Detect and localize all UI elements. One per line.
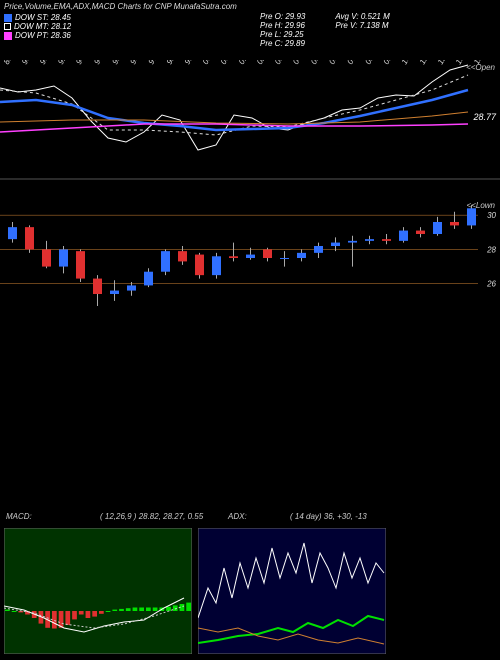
swatch-pt <box>4 32 12 40</box>
svg-text:96: 96 <box>128 60 141 66</box>
svg-text:90: 90 <box>38 60 51 66</box>
stat-h: Pre H: 29.96 <box>260 21 305 30</box>
stat-prev: Pre V: 7.138 M <box>335 21 389 30</box>
svg-text:91: 91 <box>56 60 68 66</box>
ema-chart: 89 90 90 91 94 94 95 96 97 98 99 00 00 01 02 03 04 05 06 07… <box>0 60 500 180</box>
svg-text:00: 00 <box>201 60 214 66</box>
adx-title: ADX: <box>228 512 247 521</box>
svg-text:94: 94 <box>74 60 87 66</box>
legend-mt-label: DOW MT: 28.12 <box>14 22 71 31</box>
chart-title: Price,Volume,EMA,ADX,MACD Charts for CNP… <box>4 2 496 11</box>
svg-text:06: 06 <box>327 60 340 66</box>
svg-text:99: 99 <box>183 60 196 66</box>
macd-params: ( 12,26,9 ) 28.82, 28.27, 0.55 <box>100 512 203 521</box>
svg-text:09: 09 <box>382 60 395 66</box>
adx-chart <box>198 528 386 654</box>
stat-o: Pre O: 29.93 <box>260 12 305 21</box>
svg-text:90: 90 <box>20 60 33 66</box>
svg-text:01: 01 <box>237 60 249 66</box>
stats-col1: Pre O: 29.93 Pre H: 29.96 Pre L: 29.25 P… <box>260 12 305 48</box>
svg-text:26: 26 <box>486 280 496 289</box>
svg-text:30: 30 <box>487 211 496 220</box>
svg-text:28: 28 <box>486 245 496 254</box>
stats-col2: Avg V: 0.521 M Pre V: 7.138 M <box>335 12 389 48</box>
chart-header: Price,Volume,EMA,ADX,MACD Charts for CNP… <box>0 0 500 13</box>
legend-mt: DOW MT: 28.12 <box>4 22 104 31</box>
svg-text:11: 11 <box>418 60 430 66</box>
svg-text:28.77: 28.77 <box>472 112 497 122</box>
candle-chart: 26283032<<Lown <box>0 198 500 338</box>
adx-params: ( 14 day) 36, +30, -13 <box>290 512 367 521</box>
svg-text:02: 02 <box>255 60 268 66</box>
legend-st-label: DOW ST: 28.45 <box>15 13 71 22</box>
legend-st: DOW ST: 28.45 <box>4 13 104 22</box>
macd-chart <box>4 528 192 654</box>
svg-text:10: 10 <box>400 60 413 66</box>
legend-row2: DOW MT: 28.12 <box>0 22 500 31</box>
svg-text:12: 12 <box>436 60 449 66</box>
svg-text:00: 00 <box>219 60 232 66</box>
stat-l: Pre L: 29.25 <box>260 30 305 39</box>
legend-pt-label: DOW PT: 28.36 <box>15 31 71 40</box>
stat-c: Pre C: 29.89 <box>260 39 305 48</box>
svg-text:94: 94 <box>92 60 105 66</box>
ohlc-stats: Pre O: 29.93 Pre H: 29.96 Pre L: 29.25 P… <box>260 12 390 48</box>
svg-text:07: 07 <box>345 60 358 66</box>
legend-row3: DOW PT: 28.36 <box>0 31 500 40</box>
svg-text:03: 03 <box>273 60 286 66</box>
stat-avgv: Avg V: 0.521 M <box>335 12 389 21</box>
svg-text:13: 13 <box>454 60 467 66</box>
svg-text:95: 95 <box>110 60 123 66</box>
swatch-st <box>4 14 12 22</box>
swatch-mt <box>4 23 11 30</box>
svg-text:08: 08 <box>363 60 376 66</box>
svg-text:89: 89 <box>2 60 15 66</box>
legend: DOW ST: 28.45 <box>0 13 500 22</box>
svg-text:97: 97 <box>147 60 160 66</box>
legend-pt: DOW PT: 28.36 <box>4 31 104 40</box>
svg-text:04: 04 <box>291 60 304 66</box>
svg-text:98: 98 <box>165 60 178 66</box>
macd-title: MACD: <box>6 512 32 521</box>
svg-text:<<Open: <<Open <box>466 63 495 72</box>
svg-text:05: 05 <box>309 60 322 66</box>
